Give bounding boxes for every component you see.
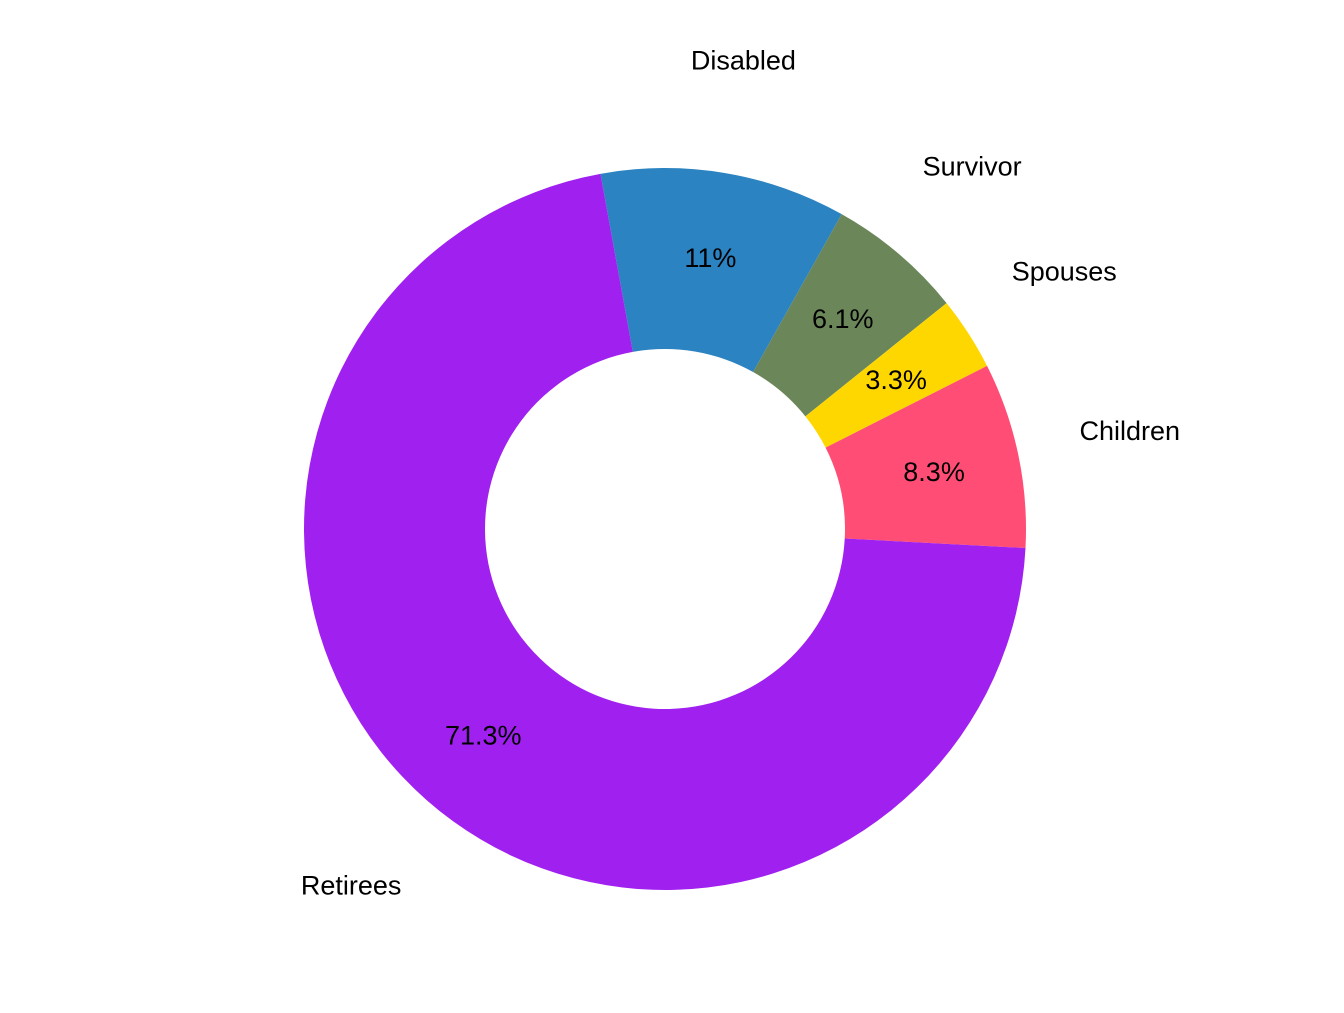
category-label-retirees: Retirees xyxy=(301,871,402,901)
slices-group xyxy=(303,168,1026,890)
value-label-spouses: 3.3% xyxy=(865,365,927,395)
slice-retirees xyxy=(303,173,1026,890)
value-label-retirees: 71.3% xyxy=(445,720,522,750)
category-label-spouses: Spouses xyxy=(1012,257,1117,287)
category-label-children: Children xyxy=(1079,416,1180,446)
value-label-survivor: 6.1% xyxy=(812,304,874,334)
slice-children xyxy=(825,365,1026,549)
slice-disabled xyxy=(600,168,842,373)
slice-spouses xyxy=(805,303,988,448)
slice-survivor xyxy=(753,214,947,417)
value-label-disabled: 11% xyxy=(684,243,736,273)
value-label-children: 8.3% xyxy=(903,457,965,487)
labels-group: 11% Disabled 6.1% Survivor 3.3% Spouses 8.3% Ch… xyxy=(301,46,1180,901)
category-label-disabled: Disabled xyxy=(691,46,796,76)
category-label-survivor: Survivor xyxy=(923,152,1022,182)
